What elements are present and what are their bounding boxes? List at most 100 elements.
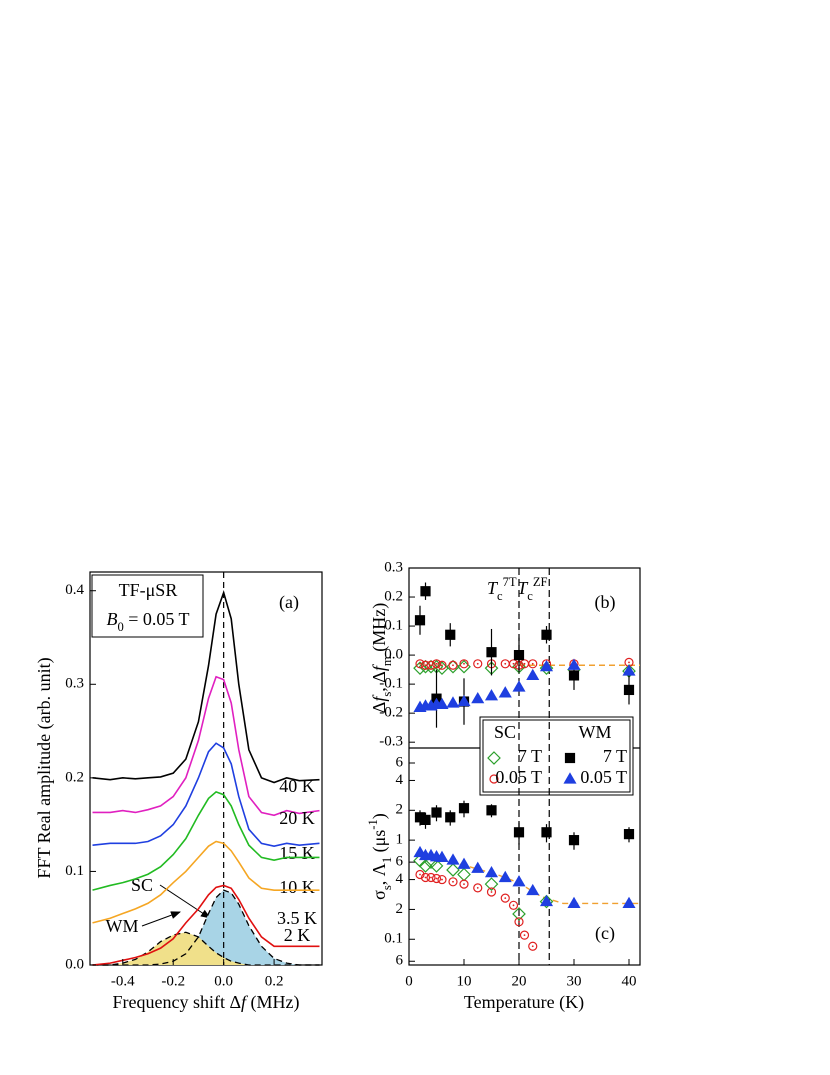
y-tick-label: 0.3 <box>65 676 84 692</box>
marker <box>541 827 552 838</box>
y-axis-label-part: , Δ <box>369 671 389 692</box>
x-tick-label: 0 <box>405 973 413 989</box>
legend-label: 7 T <box>518 746 542 766</box>
x-axis-label-part: f <box>241 992 249 1012</box>
transition-label-part: 7T <box>503 575 517 589</box>
wm-arrow <box>141 911 181 927</box>
y-tick-label: -0.2 <box>379 705 403 721</box>
series-label: 3.5 K <box>277 908 317 928</box>
legend-label: 0.05 T <box>580 767 627 787</box>
y-tick-label: 2 <box>396 802 404 818</box>
series-label: 20 K <box>279 808 315 828</box>
legend-inner <box>482 719 631 793</box>
transition-label-part: T <box>487 578 499 598</box>
y-tick-label: 1 <box>396 832 404 848</box>
spectrum-line <box>92 931 320 966</box>
marker <box>459 879 469 889</box>
marker <box>526 883 540 896</box>
marker-dot <box>512 662 515 665</box>
marker-dot <box>490 891 493 893</box>
y-axis-label-part: -1 <box>366 819 380 830</box>
marker <box>526 668 540 681</box>
spectrum-line <box>92 675 320 817</box>
spectrum-line <box>92 884 320 966</box>
series-label: 10 K <box>279 877 315 897</box>
marker <box>448 660 458 670</box>
marker-dot <box>441 878 443 881</box>
legend-label: 0.05 T <box>495 767 542 787</box>
marker-dot <box>452 880 454 883</box>
y-tick-label: -0.3 <box>379 734 403 750</box>
marker-dot <box>463 883 465 886</box>
series-label: WM <box>106 916 139 936</box>
marker-dot <box>476 886 479 889</box>
field-label-part: = 0.05 T <box>124 609 190 629</box>
y-axis-label-part: , Λ <box>369 863 389 885</box>
marker <box>513 649 525 661</box>
marker-dot <box>435 877 438 880</box>
marker <box>445 812 456 823</box>
marker <box>484 689 499 701</box>
y-tick-label: 0.1 <box>384 618 403 634</box>
spectrum-line <box>92 840 320 924</box>
panel-label: (a) <box>279 592 299 613</box>
marker <box>622 664 636 676</box>
panel-bc-frame <box>408 567 641 966</box>
marker <box>431 807 442 818</box>
y-tick-label: 4 <box>396 772 404 788</box>
marker <box>420 586 431 597</box>
y-axis-label-part: (μs <box>369 830 390 857</box>
x-tick-label: 20 <box>512 973 527 989</box>
marker <box>431 659 442 669</box>
marker <box>484 865 499 878</box>
marker <box>429 859 444 873</box>
marker-dot <box>476 662 479 665</box>
x-tick-label: 40 <box>622 973 637 989</box>
y-tick-label: 0.3 <box>384 559 403 575</box>
x-tick-label: -0.2 <box>161 973 185 989</box>
marker <box>512 680 526 692</box>
y-tick-label: 6 <box>396 953 404 969</box>
marker <box>514 917 524 927</box>
x-axis-label-part: Frequency shift Δ <box>112 992 241 1012</box>
marker <box>623 829 635 840</box>
marker <box>539 661 554 676</box>
y-tick-label: 6 <box>396 854 404 870</box>
marker <box>459 659 469 669</box>
marker <box>446 863 460 877</box>
marker <box>473 659 483 669</box>
x-axis-label-part: (MHz) <box>246 992 299 1013</box>
transition-label-part: c <box>497 589 503 603</box>
series-label: SC <box>131 875 153 895</box>
x-axis-label-part: Temperature (K) <box>464 992 584 1013</box>
y-axis-label-part: σ <box>369 890 389 900</box>
marker <box>498 870 512 883</box>
marker <box>539 894 554 909</box>
legend-label: 7 T <box>603 746 627 766</box>
marker <box>435 850 449 862</box>
marker-dot <box>512 904 515 907</box>
marker <box>457 857 471 869</box>
x-tick-label: 0.0 <box>214 973 233 989</box>
legend-box <box>479 716 634 796</box>
x-axis-label: Frequency shift Δf (MHz) <box>112 992 299 1013</box>
marker <box>435 697 449 710</box>
series-label: 40 K <box>279 776 315 796</box>
y-tick-label: -0.1 <box>379 676 403 692</box>
y-tick-label: 0.2 <box>384 588 403 604</box>
spectrum-line <box>92 889 320 966</box>
marker <box>623 684 635 696</box>
marker <box>420 814 431 825</box>
y-tick-label: 0.0 <box>65 956 84 972</box>
marker <box>513 827 525 838</box>
marker-dot <box>419 662 421 665</box>
transition-label-part: T <box>517 578 529 598</box>
marker <box>458 803 470 814</box>
marker <box>567 896 581 909</box>
marker <box>418 859 433 873</box>
y-axis-label-part: Δ <box>369 702 389 714</box>
marker <box>431 873 442 884</box>
y-tick-label: 0.1 <box>384 931 403 947</box>
annotation: TF-μSR <box>119 580 178 600</box>
